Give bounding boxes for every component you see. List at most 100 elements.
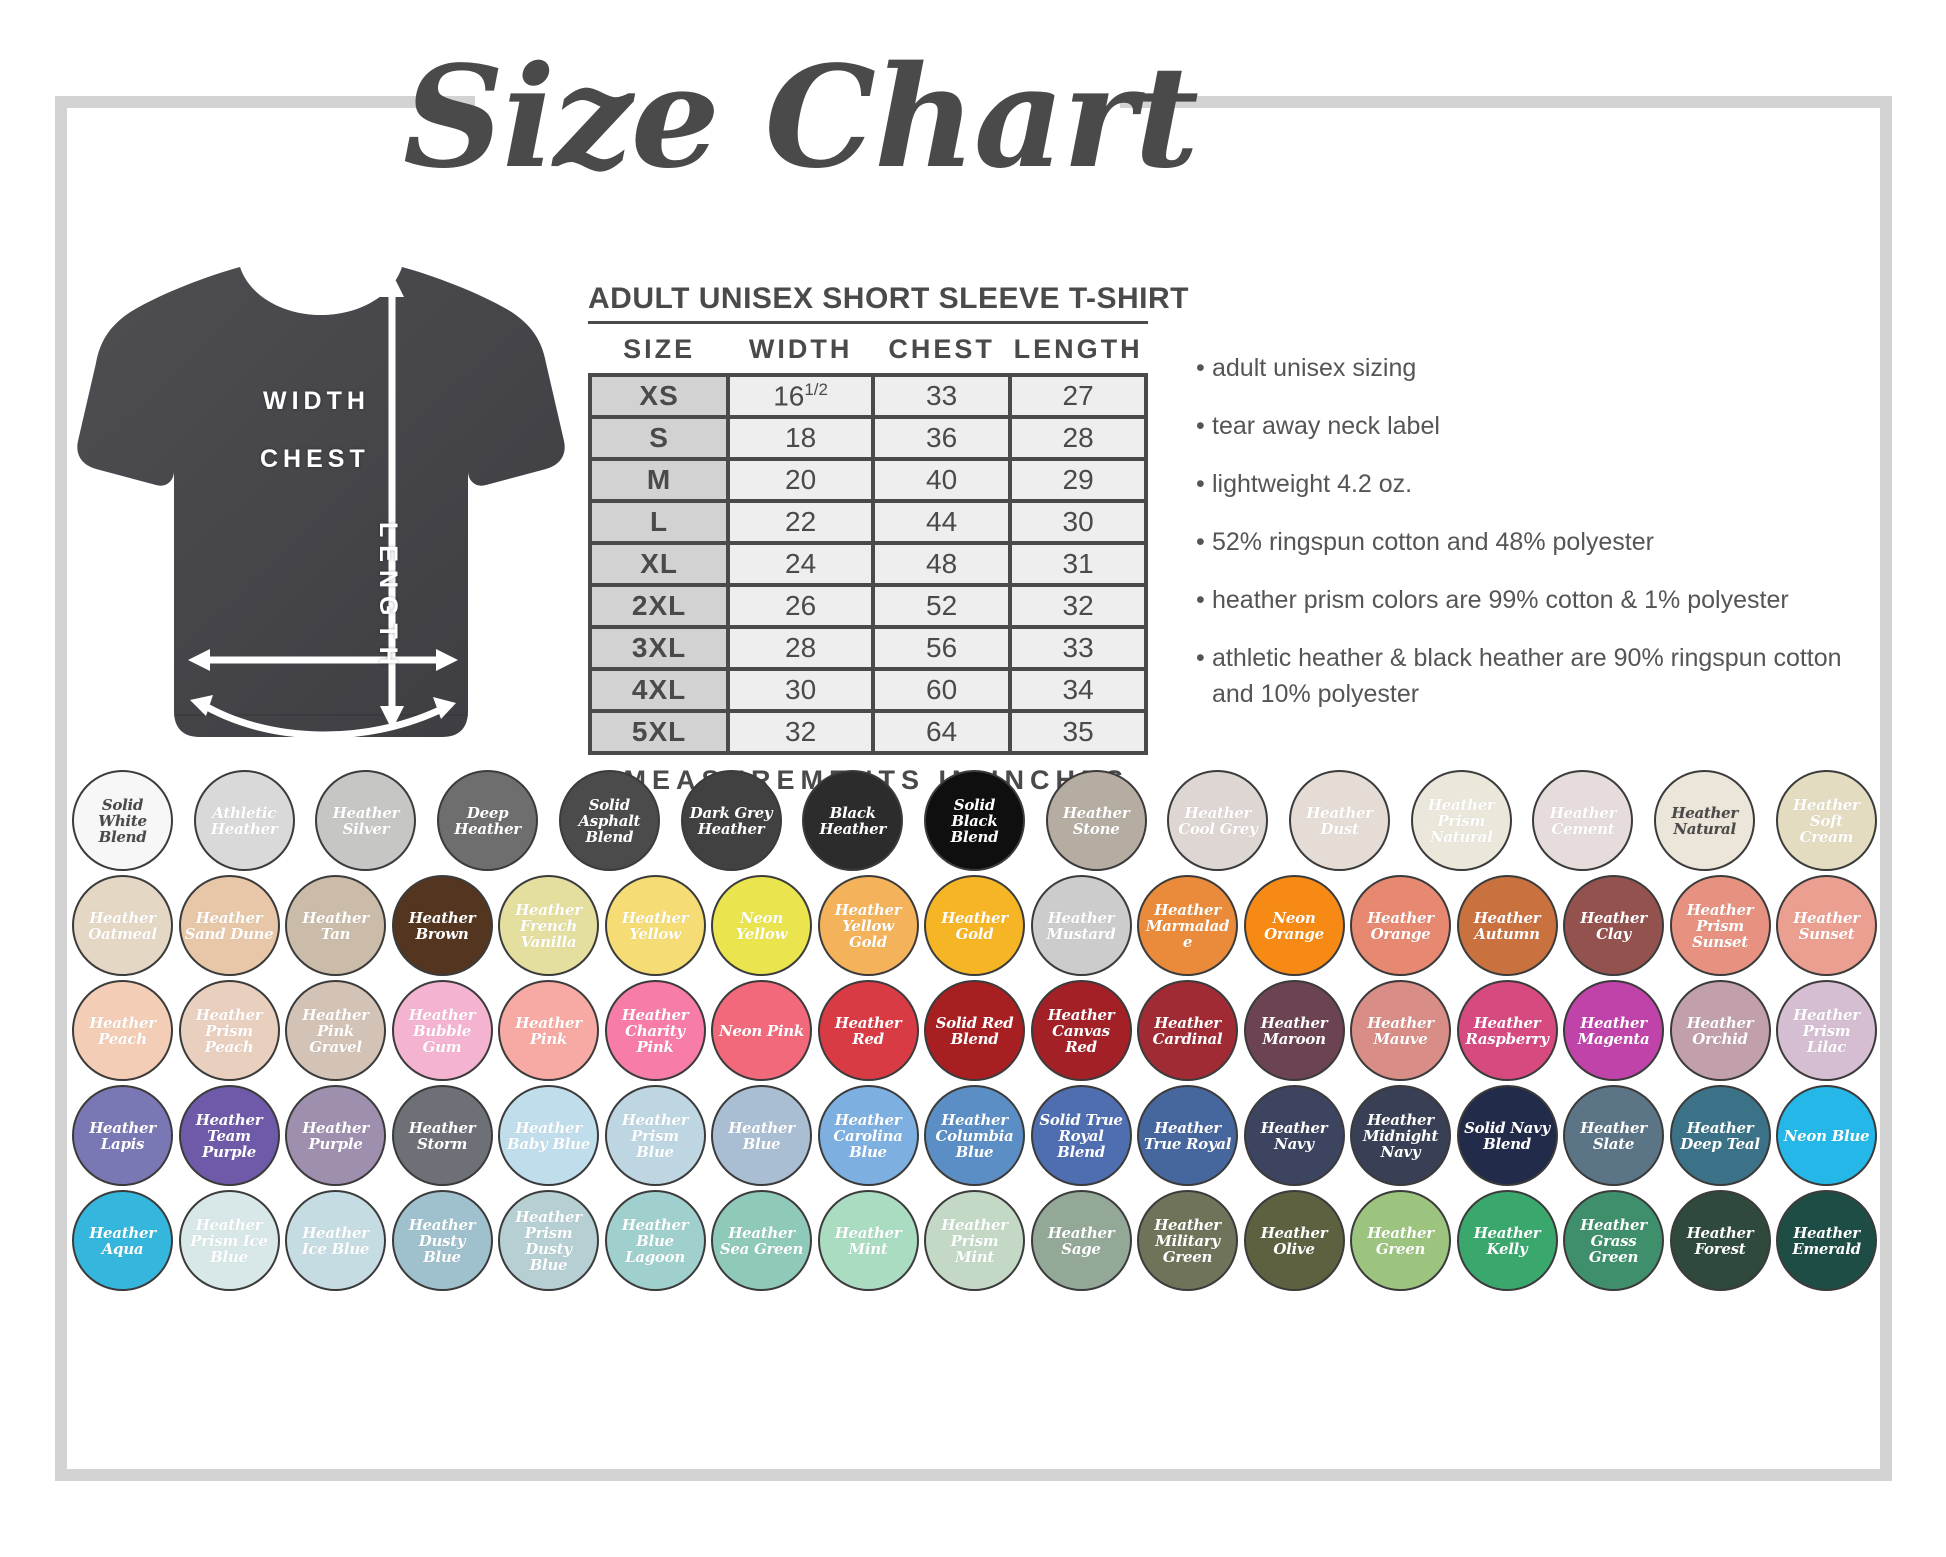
color-swatch[interactable]: Heather Sage xyxy=(1030,1190,1132,1291)
color-swatch[interactable]: Neon Pink xyxy=(711,980,812,1081)
color-swatch[interactable]: Heather Blue Lagoon xyxy=(604,1190,706,1291)
color-swatch[interactable]: Heather Prism Sunset xyxy=(1669,875,1771,976)
color-swatch[interactable]: Black Heather xyxy=(802,770,904,871)
color-swatch-label: Heather Natural xyxy=(1671,803,1738,838)
color-swatch[interactable]: Heather Silver xyxy=(315,770,417,871)
color-swatch[interactable]: Heather Orange xyxy=(1350,875,1451,976)
color-swatch[interactable]: Heather Lapis xyxy=(72,1085,173,1186)
color-swatch[interactable]: Heather Peach xyxy=(72,980,173,1081)
color-swatch[interactable]: Heather Sand Dune xyxy=(178,875,280,976)
color-swatch[interactable]: Solid True Royal Blend xyxy=(1030,1085,1132,1186)
color-swatch[interactable]: Neon Yellow xyxy=(711,875,812,976)
color-swatch[interactable]: Heather Emerald xyxy=(1776,1190,1877,1291)
color-swatch-label: Heather Sage xyxy=(1047,1223,1115,1258)
color-swatch[interactable]: Heather Bubble Gum xyxy=(391,980,493,1081)
color-swatch[interactable]: Heather Mustard xyxy=(1030,875,1132,976)
bullet-dot-icon: • xyxy=(1196,586,1205,614)
color-swatch[interactable]: Heather Autumn xyxy=(1456,875,1558,976)
color-swatch[interactable]: Heather Mint xyxy=(817,1190,919,1291)
color-swatch[interactable]: Heather Prism Peach xyxy=(178,980,280,1081)
cell-size: L xyxy=(587,499,731,545)
color-swatch[interactable]: Heather Prism Ice Blue xyxy=(178,1190,280,1291)
color-swatch[interactable]: Heather Canvas Red xyxy=(1030,980,1132,1081)
color-swatch[interactable]: Heather Ice Blue xyxy=(285,1190,386,1291)
color-swatch[interactable]: Neon Blue xyxy=(1776,1085,1877,1186)
color-swatch[interactable]: Heather Dust xyxy=(1289,770,1391,871)
color-swatch-label: Neon Yellow xyxy=(735,908,788,943)
color-swatch[interactable]: Heather Charity Pink xyxy=(604,980,706,1081)
color-swatch[interactable]: Heather Marmalade xyxy=(1137,875,1238,976)
list-item: • adult unisex sizing xyxy=(1196,350,1856,386)
color-swatch-label: Heather Charity Pink xyxy=(621,1005,689,1056)
color-swatch[interactable]: Heather Forest xyxy=(1669,1190,1771,1291)
color-swatch[interactable]: Heather Maroon xyxy=(1243,980,1345,1081)
color-swatch[interactable]: Heather Mauve xyxy=(1350,980,1451,1081)
color-swatch[interactable]: Heather Grass Green xyxy=(1563,1190,1664,1291)
color-swatch[interactable]: Heather Prism Mint xyxy=(924,1190,1025,1291)
color-swatch[interactable]: Neon Orange xyxy=(1243,875,1345,976)
color-swatch[interactable]: Heather Cool Grey xyxy=(1167,770,1269,871)
color-swatch[interactable]: Heather Prism Blue xyxy=(604,1085,706,1186)
color-swatch[interactable]: Heather Prism Natural xyxy=(1410,770,1512,871)
color-swatch[interactable]: Heather Cement xyxy=(1532,770,1634,871)
color-swatch[interactable]: Deep Heather xyxy=(437,770,539,871)
color-swatch[interactable]: Heather Baby Blue xyxy=(498,1085,599,1186)
color-swatch[interactable]: Heather Prism Dusty Blue xyxy=(498,1190,599,1291)
color-swatch[interactable]: Heather Carolina Blue xyxy=(817,1085,919,1186)
color-swatch[interactable]: Heather Oatmeal xyxy=(72,875,173,976)
list-item-label: lightweight 4.2 oz. xyxy=(1212,470,1413,498)
size-table: SIZE WIDTH CHEST LENGTH XS 161/2 33 27 S 18 36… xyxy=(587,332,1148,755)
color-swatch[interactable]: Heather Storm xyxy=(391,1085,493,1186)
color-swatch[interactable]: Heather Prism Lilac xyxy=(1776,980,1877,1081)
color-swatch[interactable]: Heather Sunset xyxy=(1776,875,1877,976)
color-swatch[interactable]: Heather Clay xyxy=(1563,875,1664,976)
column-header-size: SIZE xyxy=(623,334,696,364)
color-swatch[interactable]: Solid Navy Blend xyxy=(1456,1085,1558,1186)
color-swatch[interactable]: Heather Blue xyxy=(711,1085,812,1186)
color-swatch[interactable]: Heather Columbia Blue xyxy=(924,1085,1025,1186)
color-swatch[interactable]: Heather Green xyxy=(1350,1190,1451,1291)
color-swatch[interactable]: Heather Magenta xyxy=(1563,980,1664,1081)
color-swatch[interactable]: Heather Aqua xyxy=(72,1190,173,1291)
color-swatch[interactable]: Heather Red xyxy=(817,980,919,1081)
cell-width: 30 xyxy=(726,667,876,713)
color-swatch[interactable]: Heather Natural xyxy=(1654,770,1756,871)
color-swatch[interactable]: Solid Black Blend xyxy=(923,770,1025,871)
color-swatch-label: Heather Navy xyxy=(1260,1118,1328,1153)
color-swatch[interactable]: Heather Olive xyxy=(1243,1190,1345,1291)
color-swatch[interactable]: Heather Orchid xyxy=(1669,980,1771,1081)
color-swatch[interactable]: Heather Dusty Blue xyxy=(391,1190,493,1291)
color-swatch[interactable]: Heather Kelly xyxy=(1456,1190,1558,1291)
color-swatch[interactable]: Heather Slate xyxy=(1563,1085,1664,1186)
color-swatch[interactable]: Heather Team Purple xyxy=(178,1085,280,1186)
color-swatch[interactable]: Heather Navy xyxy=(1243,1085,1345,1186)
color-swatch[interactable]: Heather Tan xyxy=(285,875,386,976)
list-item-label: tear away neck label xyxy=(1212,412,1440,440)
color-swatch[interactable]: Heather Sea Green xyxy=(711,1190,812,1291)
color-swatch[interactable]: Heather Raspberry xyxy=(1456,980,1558,1081)
color-swatch[interactable]: Solid Asphalt Blend xyxy=(558,770,660,871)
color-swatch[interactable]: Heather Pink xyxy=(498,980,599,1081)
color-swatch-label: Heather Slate xyxy=(1580,1118,1647,1153)
color-swatch[interactable]: Heather Pink Gravel xyxy=(285,980,386,1081)
color-swatch[interactable]: Heather Purple xyxy=(285,1085,386,1186)
color-swatch[interactable]: Solid Red Blend xyxy=(924,980,1025,1081)
color-swatch[interactable]: Heather Deep Teal xyxy=(1669,1085,1771,1186)
color-swatch[interactable]: Athletic Heather xyxy=(193,770,295,871)
color-swatch[interactable]: Heather Gold xyxy=(924,875,1025,976)
width-fraction: 1/2 xyxy=(804,379,828,399)
color-swatch[interactable]: Heather Soft Cream xyxy=(1775,770,1877,871)
color-swatch[interactable]: Dark Grey Heather xyxy=(680,770,782,871)
color-swatch[interactable]: Heather Midnight Navy xyxy=(1350,1085,1451,1186)
color-swatch[interactable]: Heather Military Green xyxy=(1137,1190,1238,1291)
color-swatch[interactable]: Heather Stone xyxy=(1045,770,1147,871)
color-swatch[interactable]: Heather French Vanilla xyxy=(498,875,599,976)
color-swatch[interactable]: Heather Yellow xyxy=(604,875,706,976)
color-swatch[interactable]: Heather True Royal xyxy=(1137,1085,1238,1186)
table-row: 2XL 26 52 32 xyxy=(587,583,1148,629)
color-swatch[interactable]: Solid White Blend xyxy=(72,770,173,871)
color-swatch[interactable]: Heather Yellow Gold xyxy=(817,875,919,976)
color-swatch[interactable]: Heather Brown xyxy=(391,875,493,976)
color-swatch[interactable]: Heather Cardinal xyxy=(1137,980,1238,1081)
bullet-dot-icon: • xyxy=(1196,412,1205,440)
